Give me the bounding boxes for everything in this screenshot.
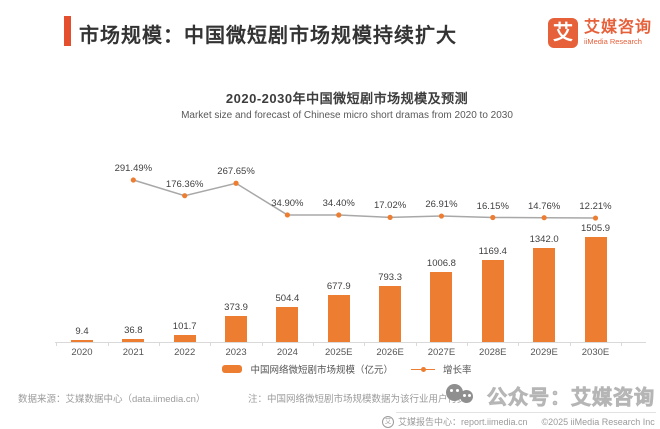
x-axis-tick [467,343,469,346]
iimedia-logo-text: 艾媒咨询 iiMedia Research [584,18,652,46]
x-axis-tick [313,343,315,346]
x-axis-label: 2025E [325,347,353,358]
footer-divider [396,412,656,413]
footnote-text: 注：中国网络微短剧市场规模数据为该行业用户付费、 [248,394,477,405]
title-accent-bar [64,16,71,46]
growth-rate-label: 34.40% [322,198,355,210]
x-axis-tick [415,343,417,346]
x-axis-label: 2024 [276,347,298,358]
x-axis-label: 2022 [174,347,196,358]
growth-rate-label: 16.15% [476,200,509,212]
x-axis-label: 2021 [122,347,144,358]
legend-bar-swatch [222,365,243,373]
bar-2022 [173,334,196,342]
report-center-icon: 艾 [382,415,394,428]
logo-name-en: iiMedia Research [584,37,642,46]
growth-point [336,212,342,218]
x-axis-label: 2030E [581,347,610,358]
growth-rate-label: 176.36% [165,178,204,190]
growth-point [284,212,290,218]
growth-rate-label: 17.02% [373,200,407,212]
bar-2020 [71,340,93,342]
data-source-text: 数据来源：艾媒数据中心（data.iimedia.cn） [18,394,206,405]
wechat-watermark-icon [446,384,482,404]
legend-line-marker [411,365,435,373]
x-axis-label: 2027E [427,347,456,358]
bar-2023 [225,315,248,342]
bar-2029E [533,248,556,342]
chart-title: 2020-2030年中国微短剧市场规模及预测 [225,91,469,106]
report-footer: 艾 艾媒报告中心：report.iimedia.cn ©2025 iiMedia… [382,415,655,428]
growth-point [490,214,496,221]
x-axis-label: 2028E [479,347,507,358]
bar-value-label: 101.7 [172,320,197,332]
copyright-text: ©2025 iiMedia Research Inc [541,416,655,427]
bar-2027E [430,271,453,342]
growth-rate-label: 34.90% [271,197,304,209]
x-axis-label: 2029E [530,347,558,358]
chart-subtitle: Market size and forecast of Chinese micr… [181,110,513,121]
iimedia-logo: 艾 艾媒咨询 iiMedia Research [548,18,652,48]
bar-2024 [276,306,299,342]
x-axis-tick [107,343,109,346]
growth-rate-label: 26.91% [425,199,458,211]
legend-line-label: 增长率 [443,365,472,376]
x-axis-tick [159,343,161,346]
logo-name-cn: 艾媒咨询 [584,19,653,36]
x-axis-tick [364,343,366,346]
x-axis-tick [210,343,212,346]
bar-value-label: 793.3 [378,272,402,284]
growth-rate-label: 12.21% [579,201,612,213]
growth-rate-label: 14.76% [528,200,561,212]
bar-2030E [584,236,607,342]
x-axis-tick [261,343,263,346]
x-axis-label: 2020 [71,347,93,358]
bar-value-label: 1505.9 [580,222,611,234]
bar-value-label: 9.4 [75,326,89,337]
growth-rate-label: 291.49% [114,163,153,175]
bar-2028E [481,260,504,342]
bar-value-label: 504.4 [275,292,300,304]
legend-bar-label: 中国网络微短剧市场规模（亿元） [250,365,393,376]
x-axis-line [55,342,646,343]
bar-2021 [122,339,145,342]
x-axis-tick [569,343,571,346]
x-axis-tick [518,343,520,346]
growth-point [233,180,239,186]
growth-point [182,193,188,199]
iimedia-logo-icon: 艾 [548,18,578,48]
bar-value-label: 1006.8 [426,257,456,269]
x-axis-label: 2026E [376,347,404,358]
growth-point [438,213,445,219]
bar-value-label: 1169.4 [478,246,507,258]
bar-2025E [327,294,350,342]
growth-point [541,215,547,221]
growth-point [387,214,393,220]
x-axis-tick [56,343,58,346]
report-center-text: 艾媒报告中心：report.iimedia.cn [398,417,528,427]
wechat-watermark-text: 公众号：艾媒咨询 [487,387,655,410]
x-axis-label: 2023 [225,347,247,358]
growth-point [130,177,136,183]
growth-point [592,215,599,221]
bar-value-label: 1342.0 [529,234,559,246]
page-title: 市场规模：中国微短剧市场规模持续扩大 [79,25,457,47]
bar-2026E [379,286,402,342]
bar-value-label: 36.8 [124,325,143,337]
bar-value-label: 677.9 [326,280,351,292]
bar-value-label: 373.9 [224,301,248,313]
chart-legend: 中国网络微短剧市场规模（亿元） 增长率 [17,362,660,376]
growth-rate-label: 267.65% [217,166,255,178]
x-axis-tick [621,343,623,346]
